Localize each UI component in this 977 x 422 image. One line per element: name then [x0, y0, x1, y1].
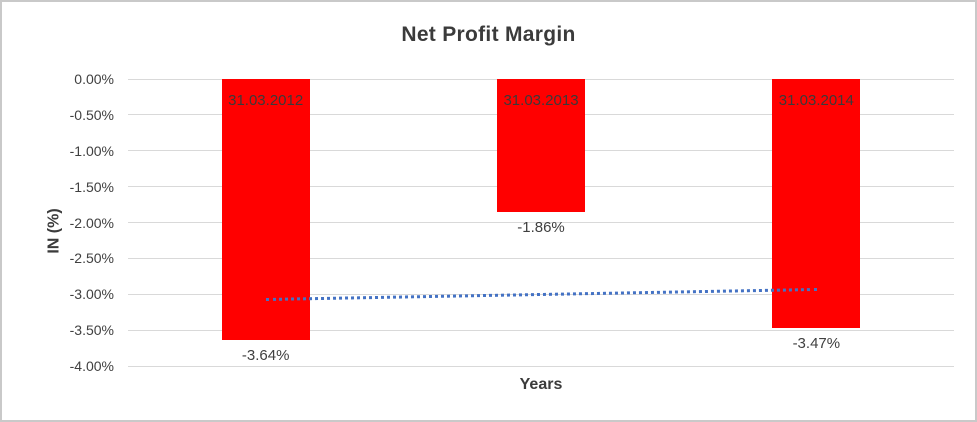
x-axis-title: Years — [519, 376, 563, 393]
bar: 31.03.2013 — [497, 79, 585, 213]
y-axis-title: IN (%) — [45, 208, 63, 254]
chart-title: Net Profit Margin — [401, 23, 576, 46]
plot-area: 0.00% -0.50% -1.00% -1.50% -2.00% -2.50% -3.00… — [70, 71, 954, 374]
bar-value-label: -1.86% — [517, 219, 565, 237]
y-axis-tick-label: -3.50% — [69, 322, 114, 339]
y-axis-tick-label: 0.00% — [74, 71, 114, 87]
y-axis-tick-label: -2.00% — [69, 214, 114, 231]
y-axis-tick-label: -4.00% — [69, 358, 114, 374]
y-axis-tick-label: -3.00% — [69, 286, 114, 303]
bar-category-label: 31.03.2012 — [228, 92, 304, 109]
bar: 31.03.2014 — [772, 79, 861, 328]
y-axis-tick-label: -1.50% — [69, 178, 114, 195]
bar-category-label: 31.03.2013 — [503, 92, 579, 109]
gridline — [128, 222, 954, 223]
bar-category-label: 31.03.2014 — [778, 92, 854, 109]
gridline — [128, 257, 954, 259]
y-axis-tick-label: -2.50% — [69, 250, 114, 267]
gridline — [128, 293, 954, 295]
bar: 31.03.2012 — [221, 79, 310, 341]
bar-value-label: -3.47% — [792, 334, 841, 352]
y-axis-tick-label: -0.50% — [69, 106, 114, 123]
gridline — [128, 329, 954, 331]
bar-value-label: -3.64% — [241, 347, 290, 365]
gridline — [128, 365, 954, 367]
y-axis-tick-label: -1.00% — [69, 142, 114, 159]
